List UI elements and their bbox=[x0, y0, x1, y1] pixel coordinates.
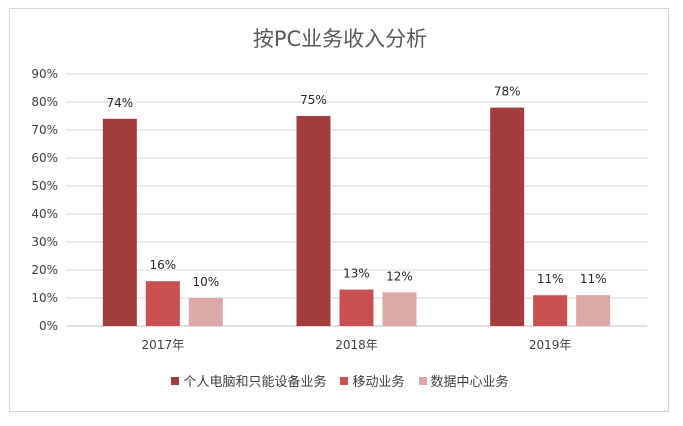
y-tick-label: 10% bbox=[31, 291, 58, 305]
bar bbox=[533, 295, 568, 326]
legend-item: 移动业务 bbox=[340, 371, 405, 390]
chart-title: 按PC业务收入分析 bbox=[252, 27, 428, 51]
data-label: 16% bbox=[149, 258, 176, 272]
data-label: 12% bbox=[386, 269, 413, 283]
data-label: 10% bbox=[192, 275, 219, 289]
data-label: 13% bbox=[343, 267, 370, 281]
chart-legend: 个人电脑和只能设备业务 移动业务 数据中心业务 bbox=[10, 371, 670, 390]
legend-item: 个人电脑和只能设备业务 bbox=[171, 371, 326, 390]
bar bbox=[145, 281, 180, 326]
legend-swatch bbox=[171, 376, 180, 385]
bar bbox=[339, 289, 374, 326]
bar bbox=[576, 295, 611, 326]
y-tick-label: 0% bbox=[39, 319, 58, 333]
bar bbox=[102, 118, 137, 326]
bar bbox=[490, 107, 525, 326]
y-tick-label: 60% bbox=[31, 151, 58, 165]
y-tick-label: 50% bbox=[31, 179, 58, 193]
y-tick-label: 70% bbox=[31, 123, 58, 137]
x-tick-label: 2019年 bbox=[529, 338, 572, 352]
data-label: 74% bbox=[106, 96, 133, 110]
y-tick-label: 80% bbox=[31, 95, 58, 109]
data-label: 78% bbox=[494, 85, 521, 99]
legend-swatch bbox=[418, 376, 427, 385]
bar bbox=[382, 292, 417, 326]
y-tick-label: 30% bbox=[31, 235, 58, 249]
y-tick-label: 40% bbox=[31, 207, 58, 221]
y-tick-label: 90% bbox=[31, 67, 58, 81]
bar bbox=[188, 298, 223, 326]
legend-label: 个人电脑和只能设备业务 bbox=[183, 375, 327, 390]
legend-item: 数据中心业务 bbox=[418, 371, 509, 390]
x-tick-label: 2017年 bbox=[142, 338, 185, 352]
legend-label: 移动业务 bbox=[352, 375, 405, 390]
legend-swatch bbox=[340, 376, 349, 385]
legend-label: 数据中心业务 bbox=[430, 375, 509, 390]
data-label: 75% bbox=[300, 93, 327, 107]
data-label: 11% bbox=[580, 272, 607, 286]
x-tick-label: 2018年 bbox=[335, 338, 378, 352]
y-tick-label: 20% bbox=[31, 263, 58, 277]
bar bbox=[296, 116, 331, 326]
data-label: 11% bbox=[537, 272, 564, 286]
bar-chart: 0% 10% 20% 30% 40% 50% 60% 70% 80% 90% 74% 16% 10% 20… bbox=[31, 67, 647, 352]
chart-frame: 按PC业务收入分析 0% 10% 20% 30% 40% 50% 60% 70% 80% 90% 7… bbox=[9, 8, 669, 412]
